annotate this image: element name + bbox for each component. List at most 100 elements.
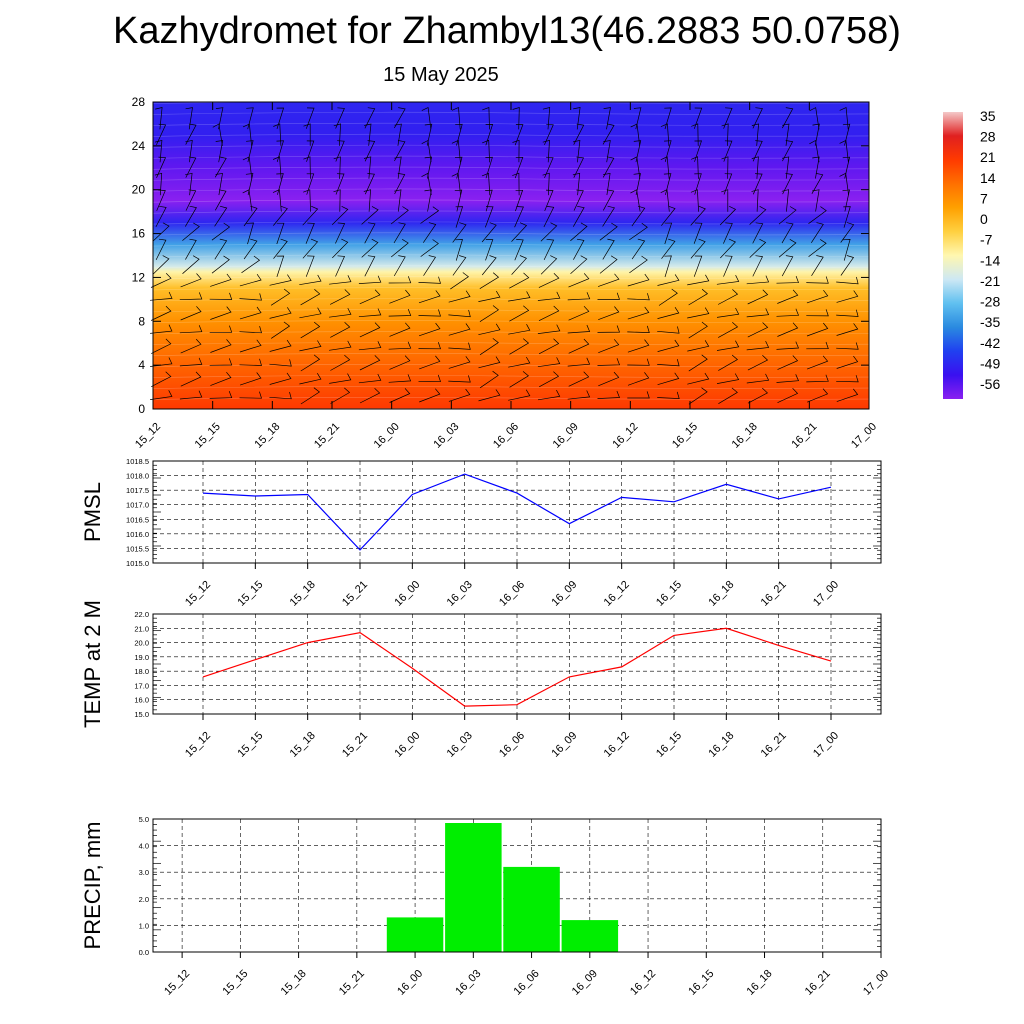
wind-barb bbox=[721, 189, 729, 212]
wind-barb bbox=[149, 291, 173, 301]
wind-barb bbox=[572, 205, 585, 227]
wind-barb bbox=[749, 205, 767, 225]
wind-barb bbox=[358, 373, 382, 384]
wind-barb bbox=[180, 273, 202, 288]
colorbar-label: 21 bbox=[980, 149, 996, 165]
wind-barb bbox=[209, 358, 233, 366]
x-tick-label: 16_21 bbox=[759, 730, 789, 760]
wind-barb bbox=[720, 238, 736, 259]
wind-barb bbox=[239, 339, 262, 353]
wind-barb bbox=[839, 106, 849, 130]
y-tick-label: 28 bbox=[132, 95, 146, 109]
wind-barb bbox=[693, 107, 703, 129]
wind-barb bbox=[631, 238, 646, 260]
wind-barb bbox=[538, 272, 560, 288]
cross-section-panel: 0 4 8 12 16 20 24 28 15_12 15_15 15_18 15_21 16_00 16… bbox=[132, 95, 879, 451]
wind-barb bbox=[276, 140, 284, 163]
wind-barb bbox=[752, 255, 764, 277]
x-tick-label: 16_00 bbox=[392, 730, 422, 760]
wind-barb bbox=[305, 222, 315, 244]
wind-barb bbox=[627, 293, 650, 301]
wind-barb bbox=[276, 173, 284, 195]
wind-barb bbox=[687, 372, 710, 385]
wind-barb bbox=[358, 308, 382, 318]
y-tick-label: 16 bbox=[132, 227, 146, 241]
wind-barb bbox=[693, 255, 703, 277]
wind-barb bbox=[388, 276, 412, 284]
wind-barb bbox=[273, 238, 288, 259]
wind-barb bbox=[300, 387, 321, 405]
contour-line bbox=[152, 287, 870, 291]
wind-barb bbox=[180, 371, 202, 387]
x-tick-label: 16_12 bbox=[610, 421, 640, 451]
wind-barb bbox=[243, 205, 258, 227]
wind-barb bbox=[418, 276, 441, 284]
wind-barb bbox=[482, 139, 490, 163]
wind-barb bbox=[389, 355, 411, 370]
wind-barb bbox=[511, 255, 527, 275]
wind-barb bbox=[782, 173, 793, 195]
x-tick-label: 17_00 bbox=[811, 579, 841, 609]
wind-barb bbox=[509, 338, 530, 355]
wind-barb bbox=[421, 139, 432, 163]
wind-barb bbox=[302, 238, 319, 259]
wind-barb bbox=[329, 307, 352, 318]
wind-barb bbox=[215, 172, 223, 196]
x-tick-label: 16_06 bbox=[491, 421, 521, 451]
x-tick-label: 16_18 bbox=[706, 579, 736, 609]
wind-barb bbox=[602, 123, 615, 145]
wind-barb bbox=[270, 288, 291, 306]
wind-barb bbox=[806, 341, 829, 350]
wind-barb bbox=[179, 357, 203, 367]
wind-barb bbox=[597, 325, 620, 333]
wind-barb bbox=[657, 326, 680, 334]
contour-line bbox=[152, 386, 870, 389]
wind-barb bbox=[840, 222, 855, 243]
wind-barb bbox=[361, 206, 379, 225]
wind-barb bbox=[302, 205, 319, 226]
x-tick-label: 16_09 bbox=[549, 579, 579, 609]
wind-barb bbox=[419, 355, 441, 370]
x-tick-label: 16_06 bbox=[497, 730, 527, 760]
colorbar-label: -56 bbox=[980, 376, 1000, 392]
wind-barb bbox=[180, 338, 202, 354]
wind-barb bbox=[836, 309, 859, 317]
wind-barb bbox=[777, 355, 799, 370]
wind-barb bbox=[180, 306, 202, 321]
wind-barb bbox=[272, 156, 282, 179]
wind-barb bbox=[543, 206, 555, 228]
colorbar-label: -21 bbox=[980, 273, 1000, 289]
temperature-field bbox=[153, 102, 869, 409]
contour-line bbox=[152, 309, 870, 313]
wind-barb bbox=[721, 123, 729, 146]
wind-barb bbox=[448, 323, 471, 336]
wind-barb bbox=[246, 222, 254, 245]
wind-barb bbox=[627, 391, 650, 399]
x-tick-label: 16_12 bbox=[628, 968, 658, 998]
wind-barb bbox=[185, 156, 197, 178]
wind-barb bbox=[509, 272, 530, 289]
contour-line bbox=[152, 210, 870, 214]
colorbar-scale bbox=[943, 112, 963, 399]
wind-barb bbox=[152, 222, 170, 242]
wind-barb bbox=[842, 189, 850, 212]
wind-barb bbox=[390, 206, 409, 225]
wind-barb bbox=[303, 189, 311, 212]
x-tick-label: 16_09 bbox=[551, 421, 581, 451]
wind-barb bbox=[599, 255, 618, 274]
wind-barb bbox=[335, 107, 345, 129]
wind-barb bbox=[243, 238, 258, 260]
wind-barb bbox=[481, 172, 491, 196]
wind-barb bbox=[156, 123, 167, 146]
wind-barb bbox=[511, 222, 528, 242]
contour-line bbox=[152, 144, 870, 148]
wind-barb bbox=[693, 222, 703, 244]
series-line bbox=[202, 627, 832, 707]
wind-barb bbox=[335, 222, 346, 244]
wind-barb bbox=[364, 173, 375, 195]
wind-barb bbox=[479, 305, 499, 322]
x-tick-label: 16_12 bbox=[602, 579, 632, 609]
wind-barb bbox=[269, 372, 292, 385]
wind-barb bbox=[179, 325, 203, 334]
wind-barb bbox=[514, 156, 524, 179]
